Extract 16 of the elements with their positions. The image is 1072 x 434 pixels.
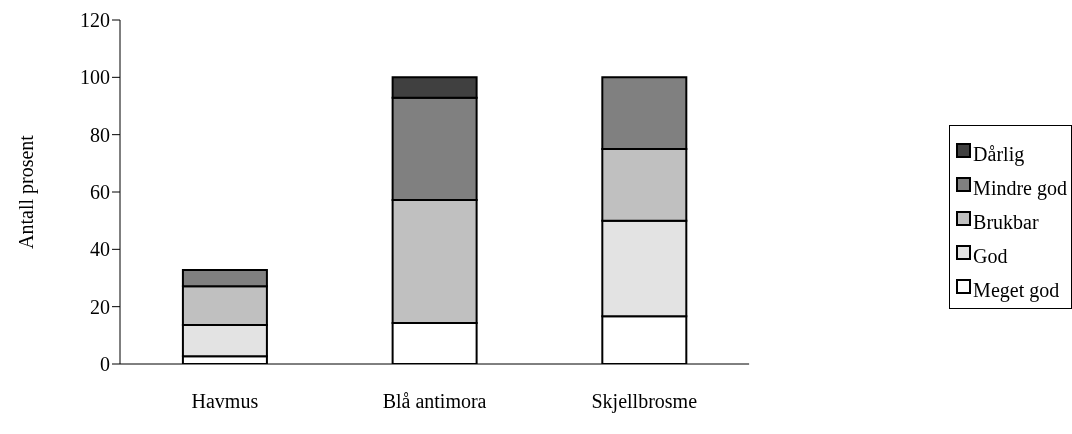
y-tick-label: 60 [90, 181, 110, 204]
legend-label: Brukbar [973, 211, 1039, 234]
y-tick-label: 100 [80, 66, 110, 89]
legend-label: Mindre god [973, 177, 1067, 200]
y-tick-label: 80 [90, 123, 110, 146]
y-tick-label: 20 [90, 295, 110, 318]
x-tick-label: Skjellbrosme [591, 390, 698, 414]
y-tick-label: 40 [90, 238, 110, 261]
legend-label: Meget god [973, 279, 1060, 302]
y-axis-title: Antall prosent [15, 134, 39, 249]
legend-label: God [973, 245, 1008, 268]
y-tick-label: 0 [100, 353, 110, 376]
y-tick-label: 120 [80, 9, 110, 32]
x-tick-label: Havmus [191, 390, 259, 413]
x-tick-label: Blå antimora [382, 390, 487, 413]
legend-label: Dårlig [973, 143, 1025, 166]
